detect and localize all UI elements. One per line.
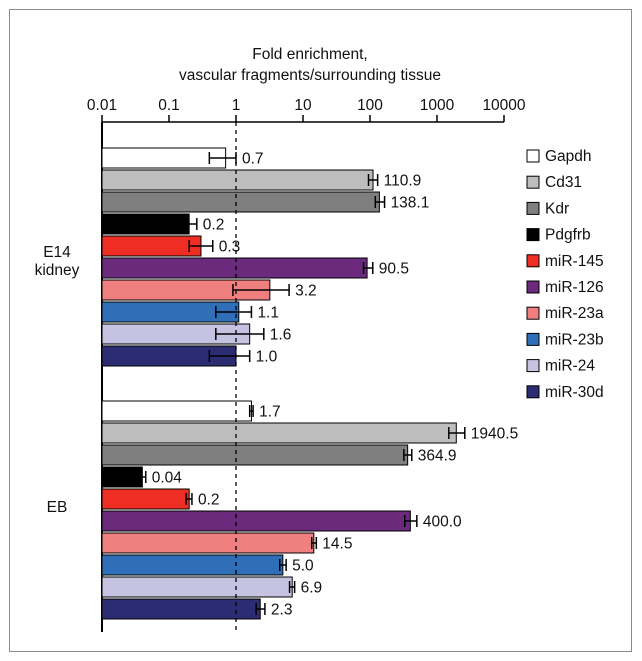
- figure-frame: Fold enrichment, vascular fragments/surr…: [9, 9, 632, 652]
- legend-swatch: [526, 280, 540, 294]
- legend-label: miR-24: [545, 358, 595, 375]
- chart-title-line-1: Fold enrichment,: [252, 46, 368, 63]
- data-label: 400.0: [423, 514, 462, 531]
- bar: [101, 554, 284, 576]
- bar-chart: 0.01 0.1 1 10 100 1000 10000 0.7 1.7 110.9 1940.5 1…: [87, 97, 604, 632]
- bar: [101, 422, 457, 444]
- bar: [101, 235, 202, 257]
- legend-swatch: [526, 306, 540, 320]
- data-label: 1.6: [270, 327, 292, 344]
- x-tick-label: 10: [294, 97, 312, 114]
- group-label-eb: EB: [22, 499, 92, 517]
- legend-label: Pdgfrb: [545, 227, 591, 244]
- data-label: 1.0: [256, 349, 278, 366]
- bar: [101, 488, 190, 510]
- legend-label: miR-23a: [545, 305, 604, 322]
- legend-label: Kdr: [545, 200, 569, 217]
- data-label: 2.3: [271, 602, 293, 619]
- bar: [101, 213, 190, 235]
- data-label: 110.9: [384, 173, 422, 190]
- legend-swatch: [526, 332, 540, 346]
- group-label-eb-line1: EB: [46, 499, 68, 516]
- data-label: 0.3: [219, 239, 241, 256]
- data-label: 0.7: [242, 151, 264, 168]
- x-tick-label: 1: [232, 97, 241, 114]
- legend-label: miR-23b: [545, 331, 604, 348]
- legend-label: miR-126: [545, 279, 604, 296]
- data-label: 138.1: [391, 195, 430, 212]
- bar: [101, 257, 368, 279]
- data-label: 0.2: [203, 217, 225, 234]
- x-tick-label: 1000: [420, 97, 455, 114]
- data-label: 6.9: [301, 580, 323, 597]
- bar: [101, 532, 315, 554]
- data-label: 1940.5: [471, 426, 518, 443]
- bar: [101, 191, 380, 213]
- bar: [101, 400, 252, 422]
- data-label: 5.0: [292, 558, 314, 575]
- data-label: 364.9: [418, 448, 457, 465]
- legend-label: miR-145: [545, 253, 604, 270]
- data-label: 0.04: [152, 470, 183, 487]
- bar: [101, 444, 409, 466]
- legend-label: Gapdh: [545, 148, 592, 165]
- legend-swatch: [526, 254, 540, 268]
- legend-swatch: [526, 385, 540, 399]
- legend-swatch: [526, 359, 540, 373]
- bar: [101, 466, 143, 488]
- chart-title-line-2: vascular fragments/surrounding tissue: [179, 67, 441, 84]
- bar: [101, 510, 411, 532]
- legend-label: Cd31: [545, 174, 582, 191]
- x-tick-label: 10000: [482, 97, 525, 114]
- data-label: 1.7: [259, 404, 281, 421]
- data-label: 1.1: [257, 305, 279, 322]
- legend-swatch: [526, 201, 540, 215]
- data-label: 0.2: [198, 492, 220, 509]
- legend-swatch: [526, 175, 540, 189]
- legend-label: miR-30d: [545, 384, 604, 401]
- x-tick-label: 0.1: [158, 97, 180, 114]
- group-label-e14-line2: kidney: [34, 262, 80, 279]
- legend-swatch: [526, 228, 540, 242]
- data-label: 14.5: [322, 536, 352, 553]
- data-label: 3.2: [295, 283, 317, 300]
- x-tick-label: 0.01: [87, 97, 117, 114]
- legend-swatch: [526, 149, 540, 163]
- group-label-e14-line1: E14: [43, 244, 71, 261]
- group-label-e14: E14 kidney: [22, 244, 92, 280]
- bar: [101, 169, 374, 191]
- data-label: 90.5: [379, 261, 409, 278]
- bar: [101, 576, 293, 598]
- bar: [101, 147, 227, 169]
- x-tick-label: 100: [357, 97, 383, 114]
